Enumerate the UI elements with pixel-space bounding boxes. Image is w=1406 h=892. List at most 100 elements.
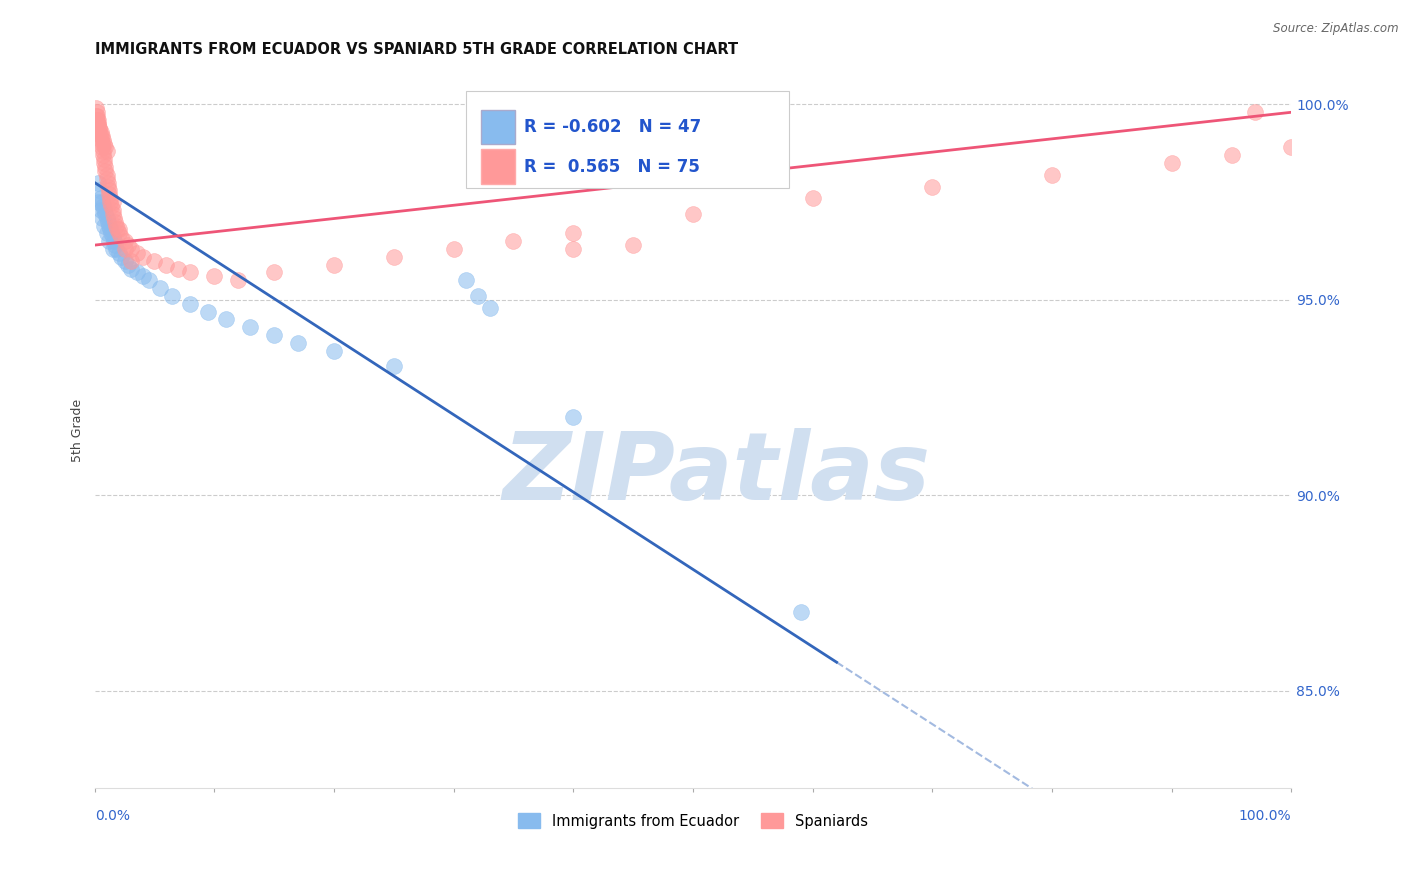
Point <box>98 234 121 248</box>
Point <box>443 242 465 256</box>
Point <box>97 215 120 229</box>
Point <box>91 145 114 159</box>
Point <box>90 140 112 154</box>
Point <box>138 273 160 287</box>
Point <box>90 133 112 147</box>
Point <box>562 410 585 425</box>
Point <box>682 207 704 221</box>
Point <box>89 183 111 197</box>
Point <box>98 183 121 197</box>
Point <box>86 105 108 120</box>
Point <box>96 171 118 186</box>
Point <box>89 120 111 135</box>
Bar <box>481 110 515 145</box>
Point <box>621 238 644 252</box>
Point <box>921 179 943 194</box>
Point <box>110 250 132 264</box>
Point <box>96 211 118 225</box>
Legend: Immigrants from Ecuador, Spaniards: Immigrants from Ecuador, Spaniards <box>513 807 873 835</box>
Point <box>114 253 136 268</box>
Text: 100.0%: 100.0% <box>1239 809 1291 823</box>
Point <box>110 230 132 244</box>
Point <box>323 343 346 358</box>
Point <box>91 148 114 162</box>
Point <box>1160 156 1182 170</box>
Point <box>789 606 811 620</box>
Point <box>104 215 127 229</box>
Point <box>105 242 128 256</box>
Point <box>100 227 122 241</box>
Point <box>179 265 201 279</box>
Point <box>96 168 118 182</box>
Point <box>131 269 153 284</box>
Point <box>155 258 177 272</box>
Point <box>90 128 112 143</box>
Point <box>562 242 585 256</box>
Point <box>90 136 112 151</box>
Point <box>114 234 136 248</box>
Point <box>382 359 405 374</box>
Point <box>90 195 112 210</box>
Point <box>90 211 112 225</box>
FancyBboxPatch shape <box>465 91 789 187</box>
Text: ZIPatlas: ZIPatlas <box>503 427 931 520</box>
Point <box>94 140 117 154</box>
Point <box>143 253 166 268</box>
Point <box>96 227 118 241</box>
Point <box>87 195 110 210</box>
Point <box>97 176 120 190</box>
Point <box>263 265 285 279</box>
Point <box>98 219 121 233</box>
Text: 0.0%: 0.0% <box>94 809 129 823</box>
Point <box>263 328 285 343</box>
Point <box>502 234 524 248</box>
Point <box>1040 168 1063 182</box>
Point <box>125 265 148 279</box>
Point <box>197 304 219 318</box>
Point <box>454 273 477 287</box>
Point <box>149 281 172 295</box>
Point <box>179 296 201 310</box>
Point <box>478 301 501 315</box>
Point <box>101 230 124 244</box>
Point <box>98 222 121 236</box>
Point <box>120 261 142 276</box>
Point <box>89 125 111 139</box>
Text: IMMIGRANTS FROM ECUADOR VS SPANIARD 5TH GRADE CORRELATION CHART: IMMIGRANTS FROM ECUADOR VS SPANIARD 5TH … <box>94 42 738 57</box>
Point <box>323 258 346 272</box>
Point <box>101 242 124 256</box>
Point <box>97 179 120 194</box>
Point <box>90 202 112 217</box>
Point <box>101 195 124 210</box>
Point <box>93 152 115 166</box>
Point <box>1244 105 1267 120</box>
Point <box>103 234 125 248</box>
Point <box>93 136 115 151</box>
Point <box>131 250 153 264</box>
Point <box>86 113 108 128</box>
Point <box>117 258 139 272</box>
Point <box>1220 148 1243 162</box>
Point <box>87 117 110 131</box>
Point <box>107 222 129 236</box>
Y-axis label: 5th Grade: 5th Grade <box>72 399 84 462</box>
Point <box>98 187 121 202</box>
Point <box>100 199 122 213</box>
Point <box>467 289 489 303</box>
Point <box>91 133 114 147</box>
Point <box>107 246 129 260</box>
Point <box>114 242 136 256</box>
Point <box>120 242 142 256</box>
Point <box>562 227 585 241</box>
Point <box>86 109 108 123</box>
Point <box>87 113 110 128</box>
Point <box>94 164 117 178</box>
Point <box>87 117 110 131</box>
Point <box>105 219 128 233</box>
Point <box>84 109 107 123</box>
Point <box>87 176 110 190</box>
Point <box>382 250 405 264</box>
Point <box>167 261 190 276</box>
Point <box>103 211 125 225</box>
Point <box>91 199 114 213</box>
